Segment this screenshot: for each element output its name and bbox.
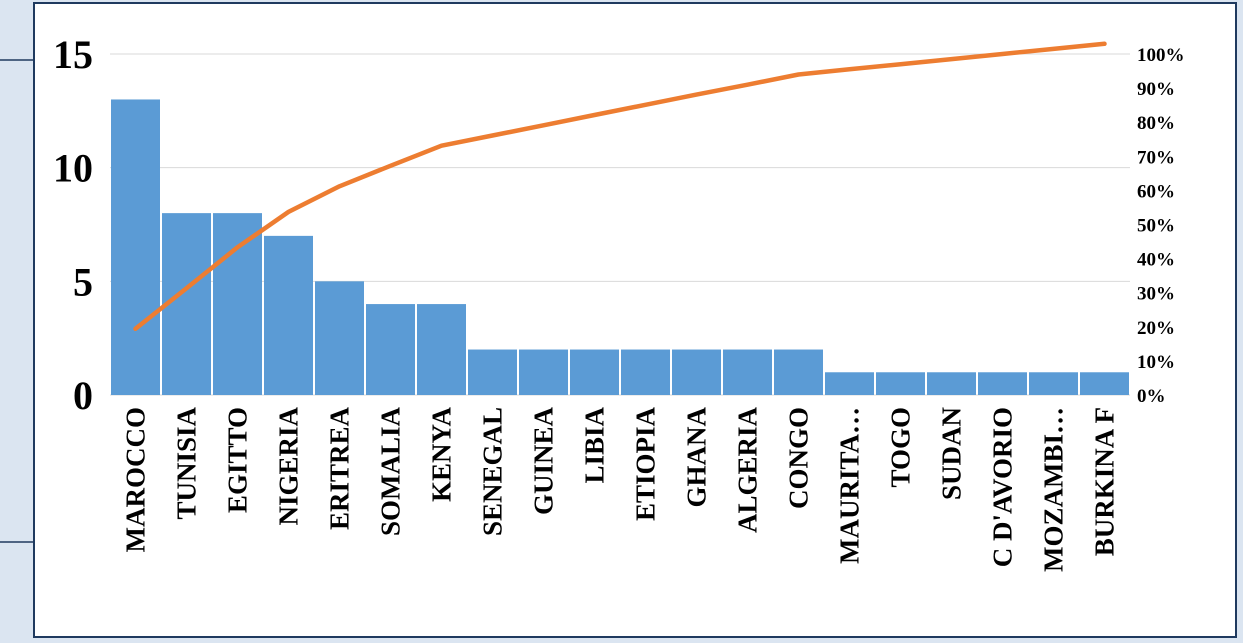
- left-tick-label: 10: [53, 146, 93, 191]
- bar-maurita-: [825, 372, 874, 395]
- category-label: GHANA: [682, 407, 712, 508]
- bar-libia: [570, 349, 619, 395]
- category-label: MAROCCO: [121, 407, 151, 552]
- category-label: ERITREA: [325, 407, 355, 531]
- bar-kenya: [417, 304, 466, 395]
- bar-togo: [876, 372, 925, 395]
- left-tick-label: 0: [73, 373, 93, 418]
- category-label: TUNISIA: [172, 407, 202, 520]
- bar-guinea: [519, 349, 568, 395]
- bar-algeria: [723, 349, 772, 395]
- category-label: LIBIA: [580, 406, 610, 483]
- bar-burkina-f: [1080, 372, 1129, 395]
- category-label: TOGO: [886, 407, 916, 488]
- right-tick-label: 10%: [1137, 352, 1175, 373]
- category-label: ETIOPIA: [631, 407, 661, 522]
- gridlines: [110, 53, 1130, 396]
- category-label: CONGO: [784, 407, 814, 509]
- category-label: MAURITA…: [835, 407, 865, 564]
- category-label: KENYA: [427, 407, 457, 503]
- bar-somalia: [366, 304, 415, 395]
- bar-egitto: [213, 213, 262, 395]
- bar-congo: [774, 349, 823, 395]
- left-axis: 0 5 10 15: [53, 32, 93, 418]
- right-tick-label: 100%: [1137, 45, 1185, 66]
- category-label: GUINEA: [529, 407, 559, 516]
- bar-nigeria: [264, 235, 313, 395]
- cumulative-line-series: [133, 41, 1107, 332]
- bar-c-d-avorio: [978, 372, 1027, 395]
- category-axis: MAROCCO TUNISIA EGITTO NIGERIA ERITREA SOMALI…: [121, 406, 1120, 572]
- cumulative-line: [133, 41, 1107, 332]
- category-label: SUDAN: [937, 407, 967, 501]
- category-label: MOZAMBI…: [1039, 407, 1069, 572]
- category-label: C D'AVORIO: [988, 407, 1018, 567]
- right-tick-label: 0%: [1137, 386, 1166, 407]
- right-tick-label: 50%: [1137, 216, 1175, 237]
- right-tick-label: 20%: [1137, 318, 1175, 339]
- bar-series: [111, 99, 1129, 395]
- right-tick-label: 80%: [1137, 113, 1175, 134]
- category-label: EGITTO: [223, 407, 253, 513]
- category-label: BURKINA F: [1090, 407, 1120, 556]
- bar-etiopia: [621, 349, 670, 395]
- right-axis: 0% 10% 20% 30% 40% 50% 60% 70% 80% 90% 100%: [1137, 45, 1185, 407]
- right-tick-label: 30%: [1137, 284, 1175, 305]
- category-label: ALGERIA: [733, 407, 763, 534]
- side-decoration: [0, 59, 33, 543]
- category-label: SENEGAL: [478, 407, 508, 536]
- left-tick-label: 5: [73, 259, 93, 304]
- category-label: SOMALIA: [376, 406, 406, 536]
- chart-area: 0 5 10 15 0% 10% 20% 30% 40% 50% 60% 70% 80% 90% 100%…: [33, 2, 1237, 638]
- right-tick-label: 70%: [1137, 147, 1175, 168]
- right-tick-label: 40%: [1137, 250, 1175, 271]
- right-tick-label: 60%: [1137, 181, 1175, 202]
- bar-senegal: [468, 349, 517, 395]
- bar-mozambi-: [1029, 372, 1078, 395]
- pareto-chart: 0 5 10 15 0% 10% 20% 30% 40% 50% 60% 70% 80% 90% 100%…: [53, 32, 1185, 572]
- bar-eritrea: [315, 281, 364, 395]
- bar-ghana: [672, 349, 721, 395]
- bar-marocco: [111, 99, 160, 395]
- category-label: NIGERIA: [274, 407, 304, 526]
- right-tick-label: 90%: [1137, 79, 1175, 100]
- left-tick-label: 15: [53, 32, 93, 77]
- bar-sudan: [927, 372, 976, 395]
